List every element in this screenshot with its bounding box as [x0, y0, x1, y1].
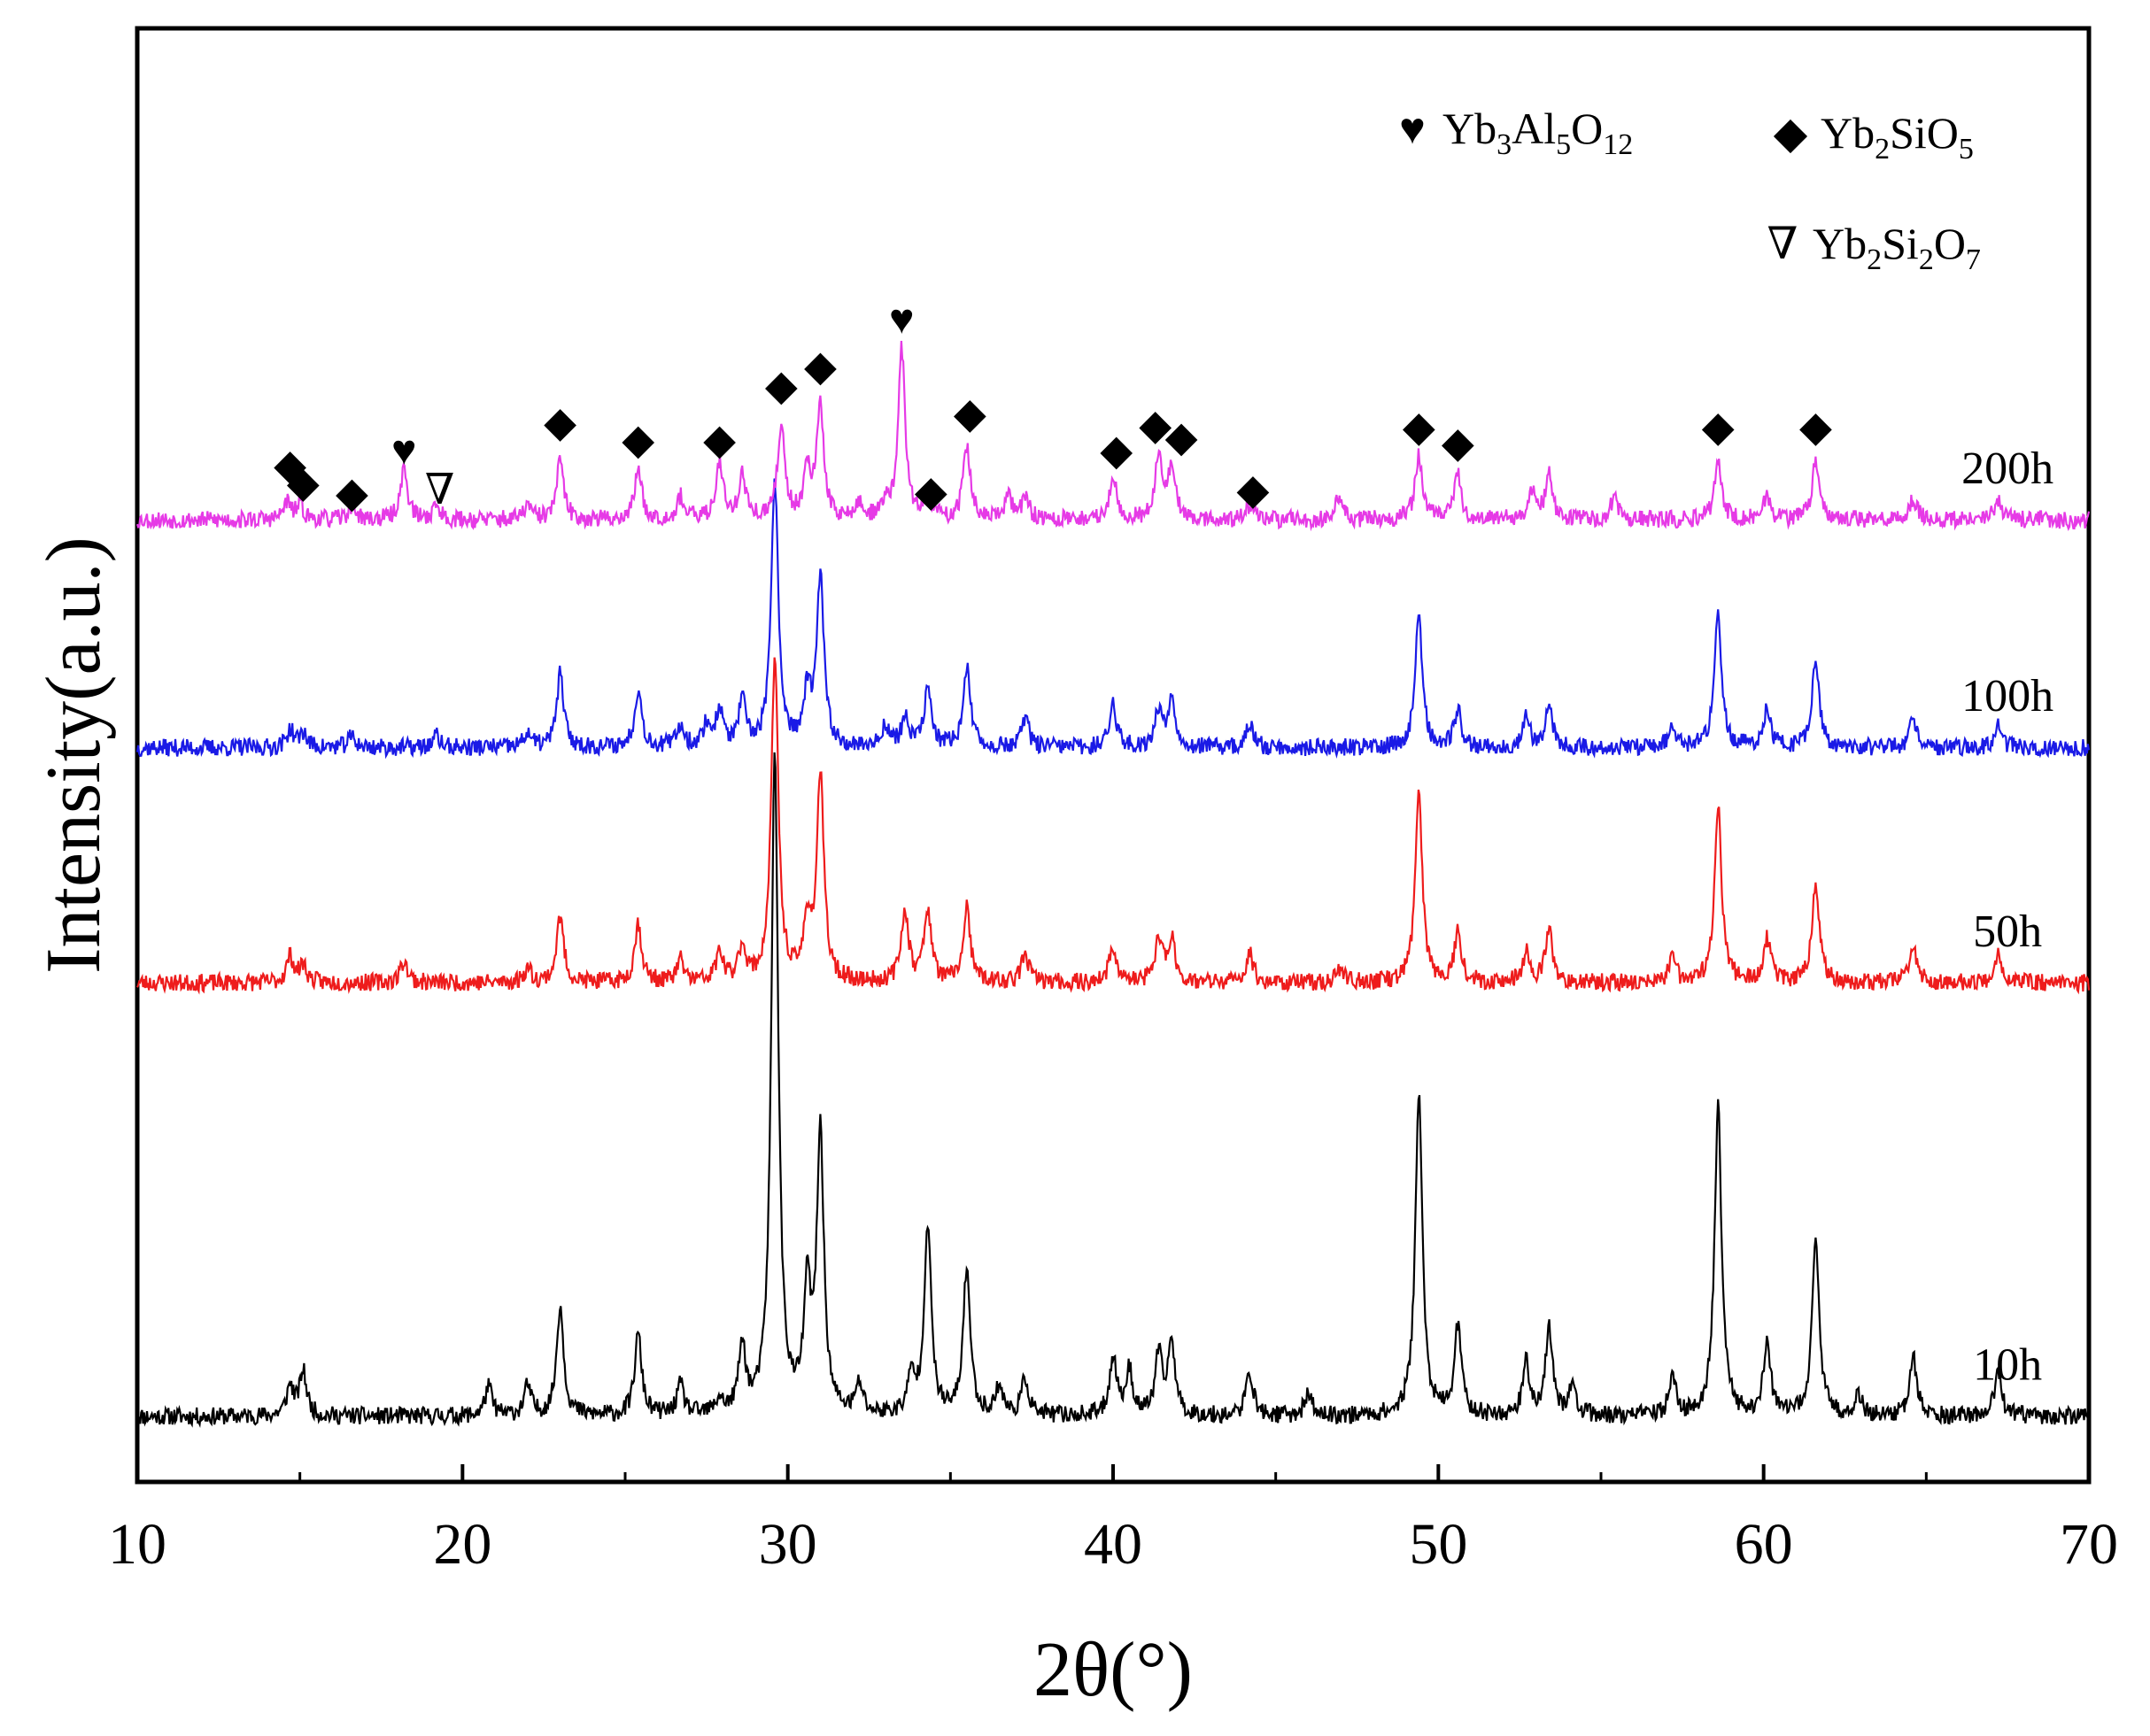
x-tick-label: 60 [1735, 1512, 1793, 1577]
peak-marker: ◆ [1165, 413, 1198, 460]
series-200h-line [135, 340, 2091, 532]
peak-marker: ◆ [1100, 427, 1133, 474]
peak-marker: ∇ [425, 467, 455, 513]
legend-symbol: ∇ [1767, 219, 1798, 268]
x-tick-label: 20 [433, 1512, 491, 1577]
x-tick-label: 30 [759, 1512, 817, 1577]
peak-marker: ◆ [1702, 404, 1735, 451]
series-100h-line [135, 478, 2091, 760]
peak-marker: ◆ [544, 399, 576, 446]
peak-marker: ◆ [622, 417, 654, 464]
peak-marker: ◆ [287, 459, 320, 506]
peak-marker: ◆ [1236, 467, 1269, 513]
peak-marker: ◆ [274, 442, 306, 489]
series-layer [135, 340, 2091, 1429]
peak-marker: ◆ [1403, 404, 1435, 451]
peak-markers: ◆◆ ◆♥∇◆ ◆ ◆◆ ◆♥◆◆◆◆◆◆◆ ◆ ◆ ◆ [274, 297, 1832, 517]
x-tick-label: 50 [1409, 1512, 1467, 1577]
peak-marker: ◆ [703, 417, 736, 464]
series-label-100h: 100h [1961, 671, 2053, 721]
peak-marker: ◆ [1139, 402, 1172, 449]
x-tick-label: 70 [2060, 1512, 2118, 1577]
legend: ♥ Yb3Al5O12 ◆ Yb2SiO5 ∇ Yb2Si2O7 [1399, 104, 1981, 276]
peak-marker: ◆ [954, 390, 986, 437]
series-10h-line [136, 752, 2091, 1429]
peak-marker: ◆ [765, 362, 798, 409]
legend-label: Yb3Al5O12 [1442, 104, 1633, 161]
peak-marker: ◆ [1799, 404, 1832, 451]
series-50h-line [136, 657, 2091, 995]
peak-marker: ♥ [889, 297, 915, 343]
x-tick-label: 40 [1084, 1512, 1142, 1577]
peak-marker: ◆ [915, 468, 947, 515]
peak-marker: ◆ [804, 343, 837, 390]
series-labels: 10h 50h 100h 200h [1961, 444, 2053, 1391]
legend-symbol: ♥ [1399, 104, 1426, 153]
series-label-50h: 50h [1973, 907, 2042, 957]
series-label-10h: 10h [1973, 1340, 2042, 1391]
legend-label: Yb2SiO5 [1821, 108, 1974, 166]
series-label-200h: 200h [1961, 444, 2053, 494]
legend-label: Yb2Si2O7 [1813, 219, 1981, 276]
peak-marker: ◆ [336, 469, 368, 516]
legend-symbol: ◆ [1774, 108, 1808, 158]
x-axis-label: 2θ(°) [1033, 1627, 1193, 1713]
y-axis-label: Intensity(a.u.) [31, 536, 117, 974]
peak-marker: ◆ [1442, 420, 1474, 467]
x-axis: 10 20 30 40 50 60 70 [108, 1464, 2118, 1577]
peak-marker: ♥ [391, 427, 417, 474]
x-tick-label: 10 [108, 1512, 166, 1577]
